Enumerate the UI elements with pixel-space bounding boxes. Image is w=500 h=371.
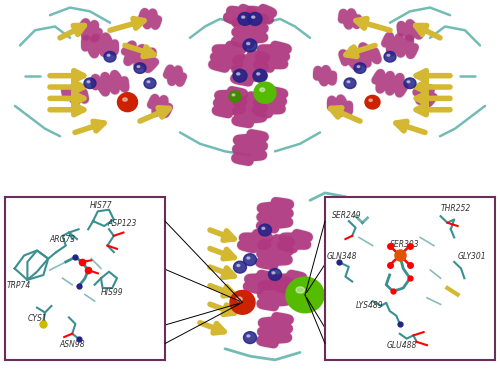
Ellipse shape <box>247 257 250 259</box>
Text: LYS489: LYS489 <box>356 301 383 310</box>
Ellipse shape <box>369 99 372 101</box>
Ellipse shape <box>137 66 140 68</box>
Ellipse shape <box>354 63 366 73</box>
Ellipse shape <box>272 272 275 274</box>
Ellipse shape <box>256 73 260 75</box>
Text: SER303: SER303 <box>390 240 419 249</box>
Ellipse shape <box>260 88 264 92</box>
Text: HIS99: HIS99 <box>101 288 124 296</box>
Ellipse shape <box>233 69 247 82</box>
Ellipse shape <box>144 78 156 89</box>
Ellipse shape <box>244 332 256 344</box>
Ellipse shape <box>147 81 150 83</box>
Text: GLU488: GLU488 <box>386 341 416 351</box>
Ellipse shape <box>237 265 240 266</box>
Text: SER249: SER249 <box>332 211 362 220</box>
Ellipse shape <box>107 55 110 56</box>
Ellipse shape <box>407 81 410 83</box>
Ellipse shape <box>244 254 256 266</box>
Ellipse shape <box>286 277 324 313</box>
Ellipse shape <box>344 78 356 89</box>
Ellipse shape <box>365 95 380 109</box>
Ellipse shape <box>387 55 390 56</box>
Text: GLY301: GLY301 <box>458 252 486 261</box>
Text: TRP74: TRP74 <box>6 281 31 290</box>
Ellipse shape <box>247 335 250 337</box>
Ellipse shape <box>118 93 138 112</box>
Ellipse shape <box>357 66 360 68</box>
Text: ASP123: ASP123 <box>108 219 137 228</box>
Ellipse shape <box>234 261 246 273</box>
Ellipse shape <box>87 81 90 83</box>
Ellipse shape <box>296 287 304 293</box>
Ellipse shape <box>236 73 240 75</box>
Ellipse shape <box>258 224 272 236</box>
Ellipse shape <box>254 82 276 103</box>
Text: GLN348: GLN348 <box>326 252 357 261</box>
Ellipse shape <box>123 98 127 101</box>
Ellipse shape <box>84 78 96 89</box>
Ellipse shape <box>232 94 235 96</box>
Ellipse shape <box>404 78 416 89</box>
Text: THR252: THR252 <box>440 204 471 213</box>
Ellipse shape <box>229 91 241 102</box>
Ellipse shape <box>242 16 245 18</box>
Ellipse shape <box>248 13 262 25</box>
Ellipse shape <box>246 43 250 45</box>
Ellipse shape <box>253 69 267 82</box>
Text: ARG73: ARG73 <box>50 235 76 244</box>
Ellipse shape <box>262 227 265 229</box>
Ellipse shape <box>238 13 252 25</box>
Ellipse shape <box>384 52 396 62</box>
Ellipse shape <box>347 81 350 83</box>
Ellipse shape <box>236 297 242 301</box>
Ellipse shape <box>268 269 281 280</box>
Ellipse shape <box>243 39 257 52</box>
Ellipse shape <box>230 290 255 314</box>
Ellipse shape <box>104 52 116 62</box>
Text: HIS77: HIS77 <box>90 201 112 210</box>
Ellipse shape <box>134 63 146 73</box>
Ellipse shape <box>252 16 255 18</box>
Text: CYS1: CYS1 <box>28 314 47 323</box>
Text: ASN98: ASN98 <box>60 340 85 349</box>
